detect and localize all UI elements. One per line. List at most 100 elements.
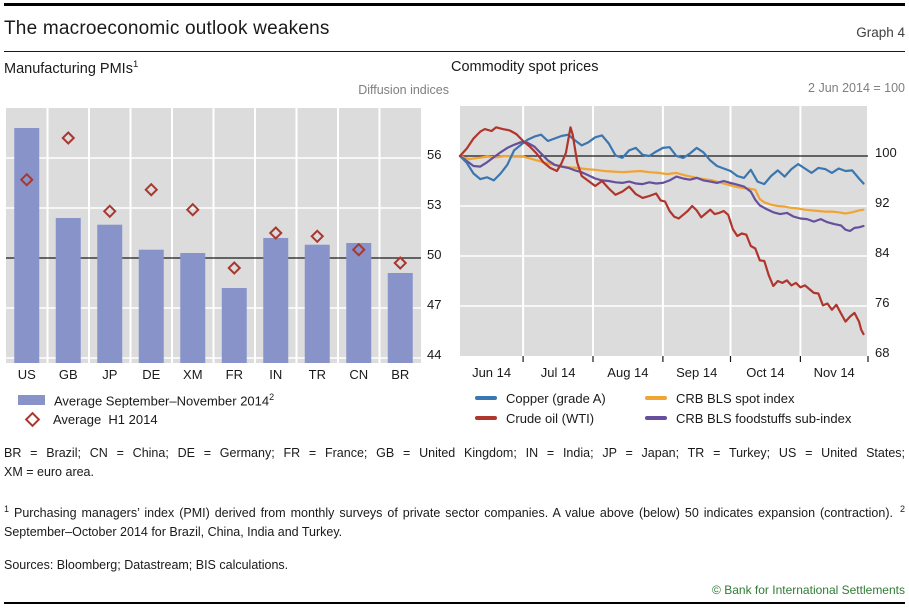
legend-column-1: Copper (grade A) Crude oil (WTI) bbox=[475, 388, 645, 428]
pmi-bar-XM bbox=[180, 252, 206, 363]
legend-label: CRB BLS spot index bbox=[676, 390, 795, 406]
pmi-panel-title-text: Manufacturing PMIs bbox=[4, 60, 133, 77]
x-month-label: Jun 14 bbox=[472, 365, 511, 380]
series-line-3 bbox=[458, 154, 865, 215]
x-category-label: US bbox=[18, 367, 36, 382]
pmi-bar-TR bbox=[304, 244, 330, 363]
bottom-rule bbox=[4, 601, 905, 604]
copyright-notice: © Bank for International Settlements bbox=[712, 582, 905, 597]
pmi-bar-IN bbox=[263, 237, 289, 363]
commodity-line-chart: 68 76 84 92 100 Jun 14 Jul 14 Aug 14 Sep 14 Oct 1… bbox=[458, 106, 897, 380]
commodity-axis-unit-label: 2 Jun 2014 = 100 bbox=[808, 81, 905, 95]
y-tick-label: 47 bbox=[427, 297, 441, 312]
pmi-bar-JP bbox=[97, 224, 123, 363]
y-tick-label: 68 bbox=[875, 345, 889, 360]
series-line-1 bbox=[458, 133, 865, 186]
series-line-2 bbox=[458, 126, 865, 336]
pmi-bar-BR bbox=[387, 272, 413, 363]
graph-number-label: Graph 4 bbox=[856, 25, 905, 40]
crude-oil-line-swatch bbox=[475, 416, 497, 420]
legend-label: Crude oil (WTI) bbox=[506, 410, 595, 426]
pmi-diamond-FR bbox=[227, 260, 242, 275]
y-tick-label: 56 bbox=[427, 147, 441, 162]
definitions-line-2: XM = euro area. bbox=[4, 464, 94, 479]
pmi-bar-FR bbox=[221, 287, 247, 363]
legend-label: Average H1 2014 bbox=[53, 412, 158, 428]
legend-label: CRB BLS foodstuffs sub-index bbox=[676, 410, 852, 426]
legend-label: Average September–November 20142 bbox=[54, 391, 275, 408]
pmi-diamond-GB bbox=[61, 130, 76, 145]
pmi-bar-GB bbox=[55, 217, 81, 363]
header: The macroeconomic outlook weakens Graph … bbox=[4, 6, 905, 51]
pmi-diamond-JP bbox=[102, 204, 117, 219]
pmi-panel-title: Manufacturing PMIs1 bbox=[4, 59, 449, 77]
page-title: The macroeconomic outlook weakens bbox=[4, 18, 330, 39]
pmi-bar-CN bbox=[346, 242, 372, 363]
y-tick-label: 84 bbox=[875, 245, 889, 260]
definitions-line-1: BR = Brazil; CN = China; DE = Germany; F… bbox=[4, 445, 905, 460]
x-month-label: Sep 14 bbox=[676, 365, 717, 380]
pmi-bar-chart: 44 47 50 53 56 US GB JP DE XM FR IN TR CN BR bbox=[6, 107, 441, 382]
legend-item-crb-foodstuffs: CRB BLS foodstuffs sub-index bbox=[645, 408, 851, 428]
pmi-title-footnote-marker: 1 bbox=[132, 59, 139, 70]
x-category-label: IN bbox=[269, 367, 282, 382]
commodity-legend: Copper (grade A) Crude oil (WTI) CRB BLS… bbox=[475, 388, 905, 428]
pmi-axis-unit-label: Diffusion indices bbox=[358, 82, 449, 97]
pmi-panel: Manufacturing PMIs1 Diffusion indices 44… bbox=[4, 59, 449, 430]
x-category-label: BR bbox=[391, 367, 409, 382]
legend-label: Copper (grade A) bbox=[506, 390, 606, 406]
country-definitions: BR = Brazil; CN = China; DE = Germany; F… bbox=[4, 444, 905, 482]
y-tick-label: 53 bbox=[427, 197, 441, 212]
commodity-panel-title: Commodity spot prices bbox=[451, 59, 599, 75]
bis-graph-page: The macroeconomic outlook weakens Graph … bbox=[0, 3, 909, 604]
copper-line-swatch bbox=[475, 396, 497, 400]
crb-spot-line-swatch bbox=[645, 396, 667, 400]
pmi-diamond-TR bbox=[310, 229, 325, 244]
footnote-2-marker: 2 bbox=[899, 503, 905, 514]
pmi-diamond-US bbox=[19, 172, 34, 187]
series-line-4 bbox=[458, 141, 865, 233]
x-month-label: Jul 14 bbox=[541, 365, 576, 380]
legend-item-crude-oil: Crude oil (WTI) bbox=[475, 408, 645, 428]
legend-item-copper: Copper (grade A) bbox=[475, 388, 645, 408]
x-category-label: FR bbox=[226, 367, 243, 382]
header-divider bbox=[4, 51, 905, 52]
x-month-label: Oct 14 bbox=[746, 365, 784, 380]
sources-line: Sources: Bloomberg; Datastream; BIS calc… bbox=[4, 557, 289, 572]
legend-item-crb-spot: CRB BLS spot index bbox=[645, 388, 851, 408]
x-category-label: XM bbox=[183, 367, 203, 382]
x-category-label: JP bbox=[102, 367, 117, 382]
x-month-label: Nov 14 bbox=[814, 365, 855, 380]
pmi-diamond-BR bbox=[393, 255, 408, 270]
pmi-diamond-XM bbox=[185, 202, 200, 217]
pmi-diamond-IN bbox=[268, 225, 283, 240]
x-category-label: TR bbox=[309, 367, 326, 382]
crb-foodstuffs-line-swatch bbox=[645, 416, 667, 420]
y-tick-label: 76 bbox=[875, 295, 889, 310]
footnotes: 1 Purchasing managers’ index (PMI) deriv… bbox=[4, 500, 905, 542]
legend-item-avg-h1: Average H1 2014 bbox=[18, 410, 449, 430]
y-tick-label: 44 bbox=[427, 347, 441, 362]
commodity-panel: Commodity spot prices 2 Jun 2014 = 100 6… bbox=[451, 59, 905, 430]
y-tick-label: 50 bbox=[427, 247, 441, 262]
y-tick-label: 100 bbox=[875, 145, 897, 160]
y-tick-label: 92 bbox=[875, 195, 889, 210]
diamond-swatch bbox=[24, 412, 41, 428]
legend-item-avg-sep-nov: Average September–November 20142 bbox=[18, 390, 449, 410]
top-rule bbox=[4, 3, 905, 6]
x-category-label: CN bbox=[349, 367, 368, 382]
x-category-label: DE bbox=[142, 367, 160, 382]
footnote-2-text: September–October 2014 for Brazil, China… bbox=[4, 524, 343, 539]
footnote-1-marker: 1 bbox=[4, 503, 10, 514]
pmi-diamond-CN bbox=[351, 242, 366, 257]
chart-panels: Manufacturing PMIs1 Diffusion indices 44… bbox=[4, 52, 905, 430]
pmi-bar-DE bbox=[138, 249, 164, 363]
x-month-label: Aug 14 bbox=[607, 365, 648, 380]
pmi-bar-US bbox=[14, 127, 40, 363]
pmi-diamond-DE bbox=[144, 182, 159, 197]
footnote-1-text: Purchasing managers’ index (PMI) derived… bbox=[13, 505, 893, 520]
x-category-label: GB bbox=[59, 367, 78, 382]
legend-column-2: CRB BLS spot index CRB BLS foodstuffs su… bbox=[645, 388, 851, 428]
bar-swatch bbox=[18, 394, 45, 405]
pmi-legend: Average September–November 20142 Average… bbox=[18, 390, 449, 430]
